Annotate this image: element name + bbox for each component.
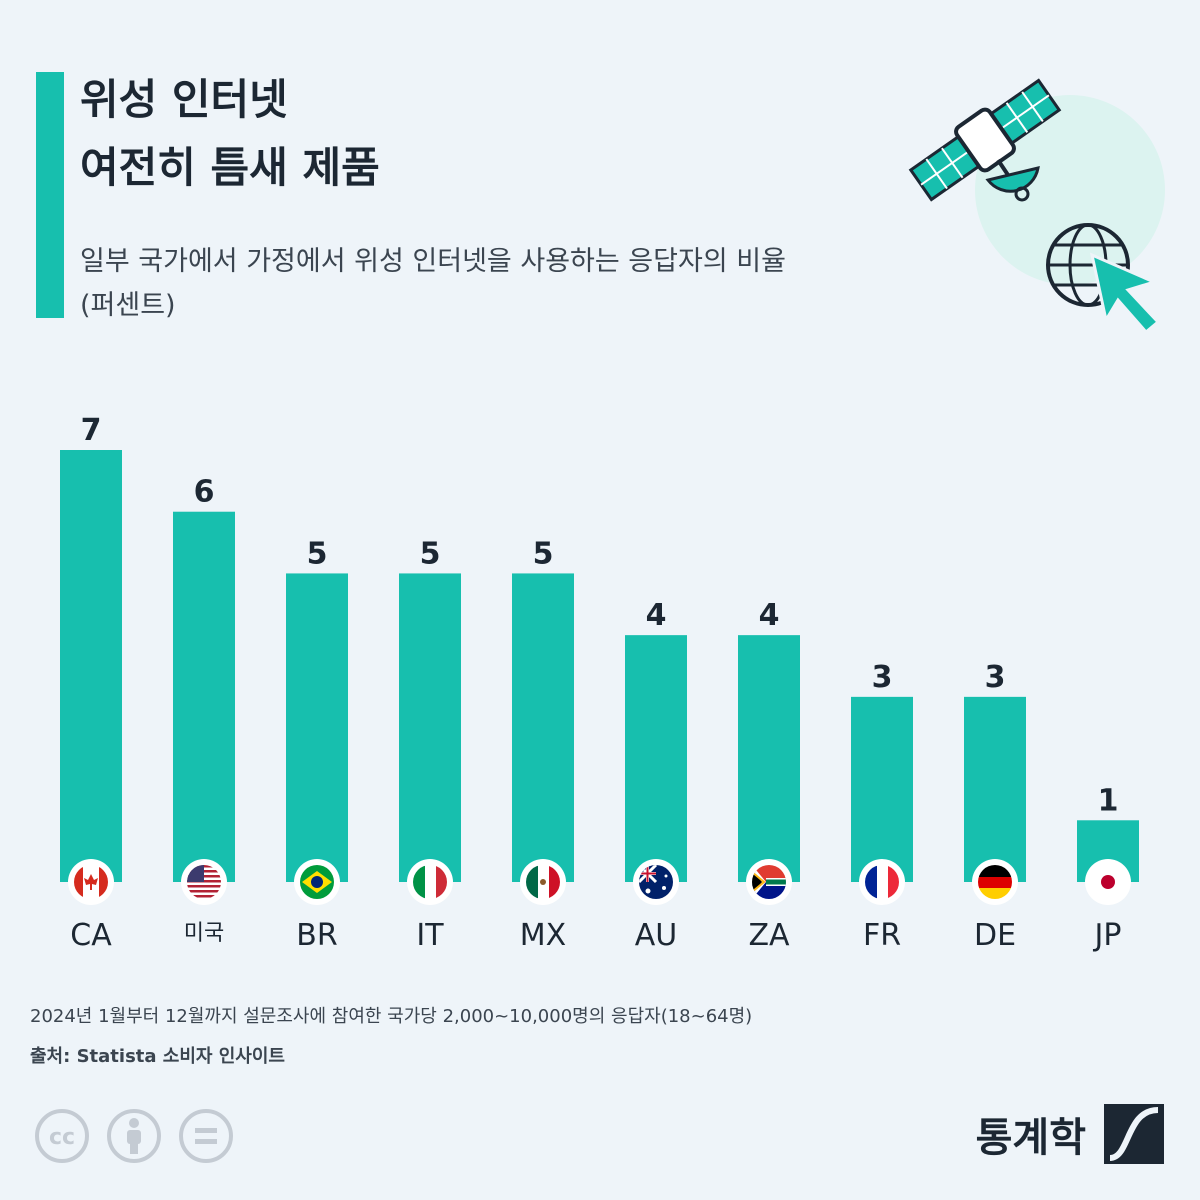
- bar-BR: [286, 573, 348, 882]
- category-label: MX: [520, 918, 566, 953]
- no-derivatives-icon: [179, 1109, 233, 1163]
- value-label: 5: [420, 536, 441, 571]
- category-label: JP: [1093, 918, 1122, 953]
- category-label: BR: [296, 918, 337, 953]
- brand: 통계학: [976, 1104, 1164, 1164]
- title-line-1: 위성 인터넷: [80, 75, 288, 124]
- page-title: 위성 인터넷 여전히 틈새 제품: [80, 66, 380, 202]
- bar-MX: [512, 573, 574, 882]
- category-label: IT: [416, 918, 444, 953]
- category-label: DE: [974, 918, 1016, 953]
- value-label: 1: [1098, 783, 1119, 818]
- flag-usa-icon: [181, 859, 227, 905]
- source-note: 출처: Statista 소비자 인사이트: [30, 1046, 285, 1067]
- flag-canada-icon: [68, 859, 114, 905]
- bar-AU: [625, 635, 687, 882]
- subtitle-line-1: 일부 국가에서 가정에서 위성 인터넷을 사용하는 응답자의 비율: [80, 246, 786, 277]
- flag-mexico-icon: [520, 859, 566, 905]
- bar-DE: [964, 696, 1026, 882]
- bar-CA: [60, 450, 122, 882]
- globe-cursor-icon: [1046, 223, 1161, 335]
- bar-chart: 7 CA 6 미국 5 BR 5 IT 5 MX 4 AU 4 ZA 3 FR 3 DE 1 JP: [60, 413, 1139, 953]
- chart-subtitle: 일부 국가에서 가정에서 위성 인터넷을 사용하는 응답자의 비율 (퍼센트): [80, 240, 900, 328]
- svg-text:cc: cc: [49, 1125, 75, 1150]
- flag-brazil-icon: [294, 859, 340, 905]
- brand-name: 통계학: [975, 1115, 1086, 1161]
- flag-italy-icon: [407, 859, 453, 905]
- footnote: 2024년 1월부터 12월까지 설문조사에 참여한 국가당 2,000~10,…: [30, 1006, 753, 1027]
- attribution-icon: [107, 1109, 161, 1163]
- bar-FR: [851, 696, 913, 882]
- title-accent-bar: [36, 72, 64, 318]
- satellite-illustration: [908, 78, 1165, 335]
- category-label: FR: [863, 918, 901, 953]
- license-icons: cc: [34, 1108, 234, 1164]
- value-label: 7: [81, 413, 102, 448]
- value-label: 5: [307, 536, 328, 571]
- subtitle-line-2: (퍼센트): [80, 290, 176, 321]
- category-label: ZA: [748, 918, 790, 953]
- category-label: CA: [70, 918, 112, 953]
- flag-germany-icon: [972, 859, 1018, 905]
- value-label: 4: [759, 598, 780, 633]
- value-label: 4: [646, 598, 667, 633]
- flag-france-icon: [859, 859, 905, 905]
- category-label: AU: [635, 918, 677, 953]
- value-label: 3: [872, 660, 893, 695]
- value-label: 6: [194, 475, 215, 510]
- title-line-2: 여전히 틈새 제품: [80, 143, 380, 192]
- bar-IT: [399, 573, 461, 882]
- satellite-icon: [908, 78, 1062, 202]
- category-label: 미국: [184, 921, 224, 946]
- brand-logo-icon: [1104, 1104, 1164, 1164]
- flag-australia-icon: [633, 859, 679, 905]
- value-label: 3: [985, 660, 1006, 695]
- bars-layer: 7 CA 6 미국 5 BR 5 IT 5 MX 4 AU 4 ZA 3 FR 3 DE 1 JP: [60, 413, 1139, 953]
- bar-미국: [173, 511, 235, 882]
- flag-south-africa-icon: [746, 859, 792, 905]
- flag-japan-icon: [1085, 859, 1131, 905]
- cc-icon: cc: [35, 1109, 89, 1163]
- bar-ZA: [738, 635, 800, 882]
- value-label: 5: [533, 536, 554, 571]
